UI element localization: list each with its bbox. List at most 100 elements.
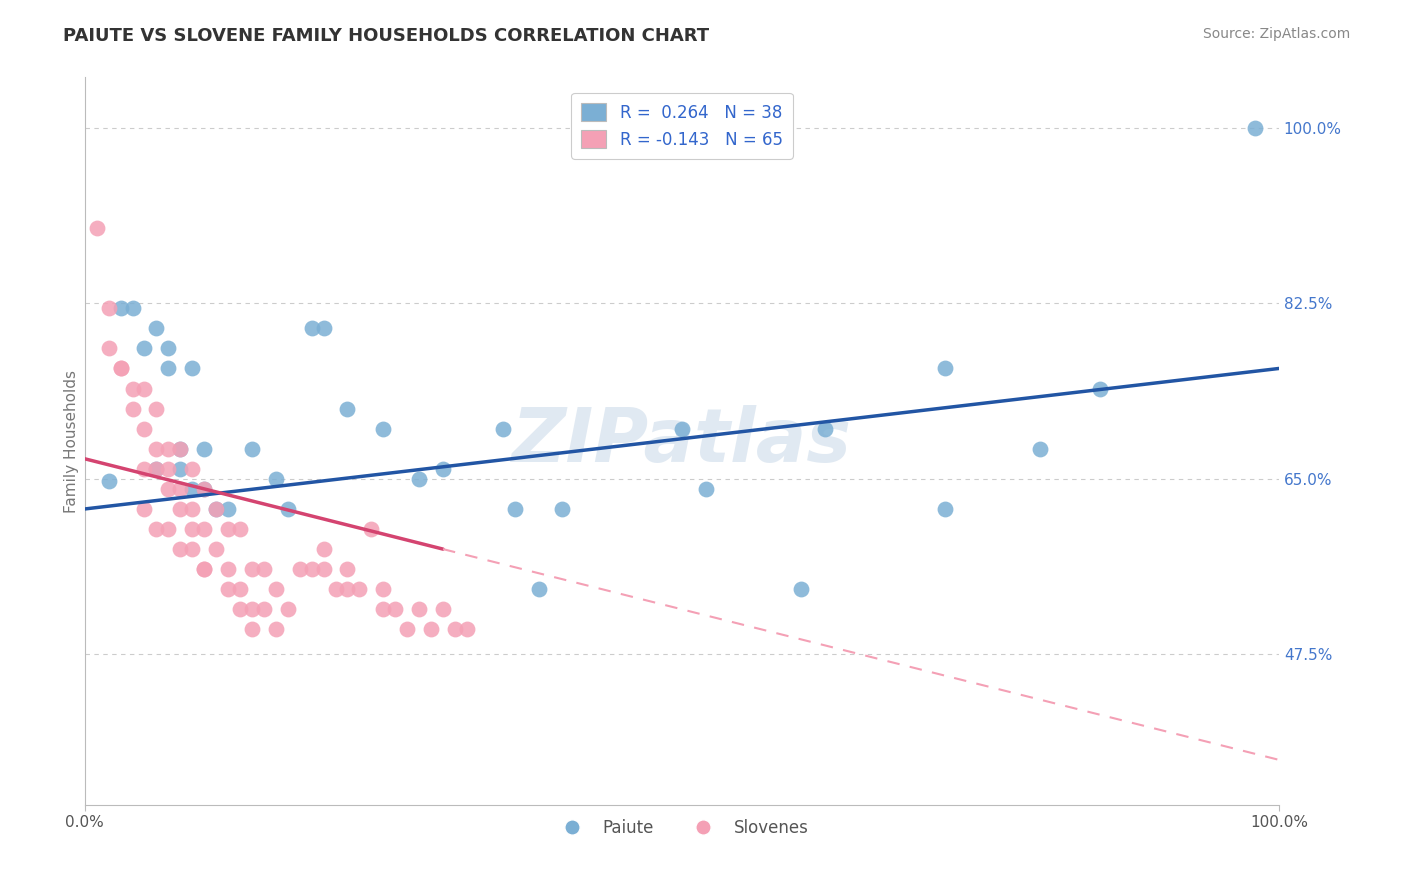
- Point: [157, 482, 180, 496]
- Point: [229, 582, 252, 597]
- Point: [277, 502, 299, 516]
- Point: [432, 602, 454, 616]
- Point: [1088, 382, 1111, 396]
- Point: [240, 562, 263, 576]
- Point: [193, 562, 215, 576]
- Point: [157, 361, 180, 376]
- Point: [181, 542, 204, 557]
- Point: [229, 522, 252, 536]
- Point: [193, 442, 215, 456]
- Point: [240, 442, 263, 456]
- Point: [373, 582, 395, 597]
- Point: [157, 522, 180, 536]
- Point: [193, 482, 215, 496]
- Point: [373, 602, 395, 616]
- Point: [110, 361, 132, 376]
- Legend: Paiute, Slovenes: Paiute, Slovenes: [548, 813, 815, 844]
- Point: [205, 502, 228, 516]
- Point: [229, 602, 252, 616]
- Point: [301, 562, 323, 576]
- Point: [169, 542, 191, 557]
- Point: [86, 221, 108, 235]
- Point: [1244, 120, 1267, 135]
- Point: [934, 502, 956, 516]
- Point: [169, 442, 191, 456]
- Point: [408, 472, 430, 486]
- Point: [396, 623, 419, 637]
- Point: [205, 542, 228, 557]
- Point: [360, 522, 382, 536]
- Point: [193, 482, 215, 496]
- Point: [217, 522, 239, 536]
- Point: [671, 422, 693, 436]
- Point: [110, 301, 132, 316]
- Point: [134, 462, 156, 476]
- Point: [169, 482, 191, 496]
- Point: [157, 342, 180, 356]
- Point: [217, 502, 239, 516]
- Point: [253, 602, 276, 616]
- Point: [277, 602, 299, 616]
- Point: [145, 321, 167, 335]
- Point: [169, 462, 191, 476]
- Point: [420, 623, 443, 637]
- Point: [527, 582, 550, 597]
- Point: [193, 522, 215, 536]
- Point: [217, 562, 239, 576]
- Point: [264, 623, 287, 637]
- Point: [157, 442, 180, 456]
- Point: [384, 602, 406, 616]
- Point: [169, 502, 191, 516]
- Text: Source: ZipAtlas.com: Source: ZipAtlas.com: [1202, 27, 1350, 41]
- Point: [349, 582, 371, 597]
- Point: [503, 502, 526, 516]
- Text: ZIPatlas: ZIPatlas: [512, 405, 852, 478]
- Point: [1029, 442, 1052, 456]
- Point: [181, 482, 204, 496]
- Point: [288, 562, 311, 576]
- Point: [181, 462, 204, 476]
- Y-axis label: Family Households: Family Households: [65, 369, 79, 513]
- Point: [814, 422, 837, 436]
- Point: [157, 462, 180, 476]
- Point: [181, 361, 204, 376]
- Point: [325, 582, 347, 597]
- Point: [264, 582, 287, 597]
- Point: [134, 382, 156, 396]
- Point: [193, 562, 215, 576]
- Point: [934, 361, 956, 376]
- Point: [240, 623, 263, 637]
- Point: [145, 462, 167, 476]
- Point: [253, 562, 276, 576]
- Point: [312, 542, 335, 557]
- Text: PAIUTE VS SLOVENE FAMILY HOUSEHOLDS CORRELATION CHART: PAIUTE VS SLOVENE FAMILY HOUSEHOLDS CORR…: [63, 27, 710, 45]
- Point: [181, 522, 204, 536]
- Point: [217, 582, 239, 597]
- Point: [134, 342, 156, 356]
- Point: [134, 422, 156, 436]
- Point: [145, 401, 167, 416]
- Point: [432, 462, 454, 476]
- Point: [312, 562, 335, 576]
- Point: [145, 462, 167, 476]
- Point: [110, 361, 132, 376]
- Point: [181, 502, 204, 516]
- Point: [301, 321, 323, 335]
- Point: [97, 301, 120, 316]
- Point: [145, 442, 167, 456]
- Point: [336, 582, 359, 597]
- Point: [205, 502, 228, 516]
- Point: [264, 472, 287, 486]
- Point: [134, 502, 156, 516]
- Point: [97, 474, 120, 488]
- Point: [408, 602, 430, 616]
- Point: [97, 342, 120, 356]
- Point: [336, 401, 359, 416]
- Point: [790, 582, 813, 597]
- Point: [551, 502, 574, 516]
- Point: [373, 422, 395, 436]
- Point: [312, 321, 335, 335]
- Point: [169, 442, 191, 456]
- Point: [121, 401, 143, 416]
- Point: [456, 623, 478, 637]
